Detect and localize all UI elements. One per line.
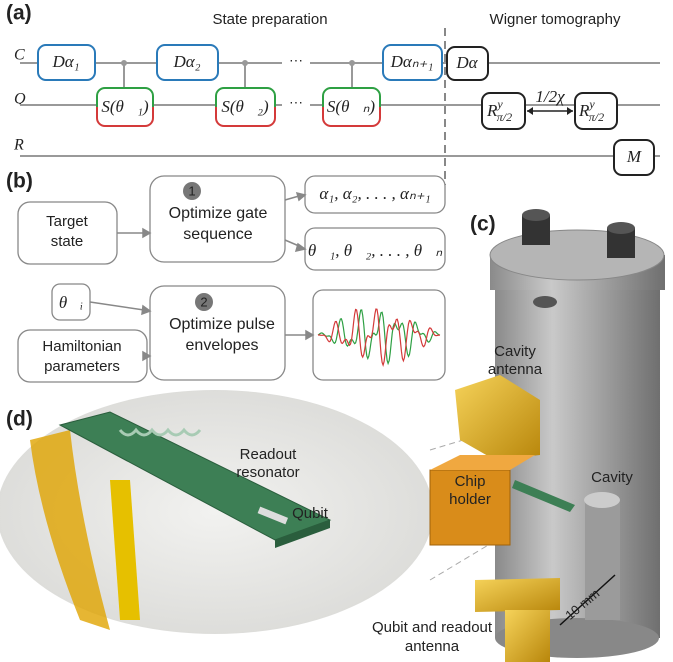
ellipsis: ··· xyxy=(289,94,303,110)
gate-label: Dαₙ₊₁ xyxy=(390,52,434,71)
connector xyxy=(505,610,550,662)
step-number: 2 xyxy=(200,294,207,309)
wait-label: 1/2χ xyxy=(535,87,565,106)
callout: antenna xyxy=(488,361,543,378)
heading: State preparation xyxy=(212,11,327,28)
gate-label: M xyxy=(626,147,642,166)
callout: antenna xyxy=(405,638,460,655)
wire-label: C xyxy=(14,47,25,64)
cavity-antenna xyxy=(455,375,540,460)
step-text: Optimize pulse xyxy=(169,316,275,333)
step-text: sequence xyxy=(183,226,252,243)
gate-label: Dα₂ xyxy=(172,52,200,71)
callout: Readout xyxy=(240,446,298,463)
callout: Qubit xyxy=(292,505,329,522)
wire-label: R xyxy=(13,137,24,154)
chip-edge xyxy=(275,520,330,548)
step-badge xyxy=(195,293,213,311)
gate-label: S(θ⃗₂) xyxy=(221,97,269,116)
hole xyxy=(533,296,557,308)
gates xyxy=(37,44,655,176)
step-text: Optimize gate xyxy=(169,205,268,222)
step-badge xyxy=(183,182,201,200)
heading: Wigner tomography xyxy=(490,11,621,28)
post xyxy=(584,492,620,508)
pin xyxy=(110,480,140,620)
step-text: envelopes xyxy=(186,337,259,354)
output-params: α₁, α₂, . . . , αₙ₊₁ xyxy=(319,184,430,203)
lid-top xyxy=(489,229,665,281)
box-text: parameters xyxy=(44,358,120,375)
callout: Chip xyxy=(455,473,486,490)
gate-label: S(θ⃗ₙ) xyxy=(327,97,376,116)
panel-label: (a) xyxy=(6,2,32,25)
input-param: θ⃗ᵢ xyxy=(59,293,83,312)
scale-bar xyxy=(559,574,616,626)
gate-label: Dα xyxy=(455,53,478,72)
waveform xyxy=(317,308,441,368)
ellipsis: ··· xyxy=(289,52,303,68)
gate-label: S(θ⃗₁) xyxy=(101,97,149,116)
gate-label: Dα₁ xyxy=(51,52,79,71)
post xyxy=(585,500,620,620)
step-number: 1 xyxy=(188,183,195,198)
qubit-pad xyxy=(257,506,289,525)
output-params: θ⃗₁, θ⃗₂, . . . , θ⃗ₙ xyxy=(308,241,443,260)
screw xyxy=(522,209,550,221)
flow-boxes xyxy=(17,175,446,383)
screw xyxy=(607,222,635,234)
gate-label: Ry π/2 xyxy=(578,97,604,124)
wire-label: Q xyxy=(14,91,26,108)
flow-arrows xyxy=(89,191,315,362)
pin xyxy=(30,430,110,630)
chip xyxy=(512,480,575,512)
callout: resonator xyxy=(236,464,299,481)
callout: Cavity xyxy=(494,343,536,360)
qubit-antenna xyxy=(475,578,560,612)
panel-label: (b) xyxy=(6,170,33,193)
chip-holder-top xyxy=(430,455,535,470)
box-text: Target xyxy=(46,213,89,230)
control-dots xyxy=(121,60,355,66)
resonator xyxy=(118,427,202,437)
gate-label: Ry π/2 xyxy=(486,97,512,124)
callout: Cavity xyxy=(591,469,633,486)
callout: holder xyxy=(449,491,491,508)
panel-label: (d) xyxy=(6,408,33,431)
box-text: Hamiltonian xyxy=(42,338,121,355)
callout: Qubit and readout xyxy=(372,619,493,636)
panel-label: (c) xyxy=(470,213,496,236)
box-text: state xyxy=(51,233,84,250)
